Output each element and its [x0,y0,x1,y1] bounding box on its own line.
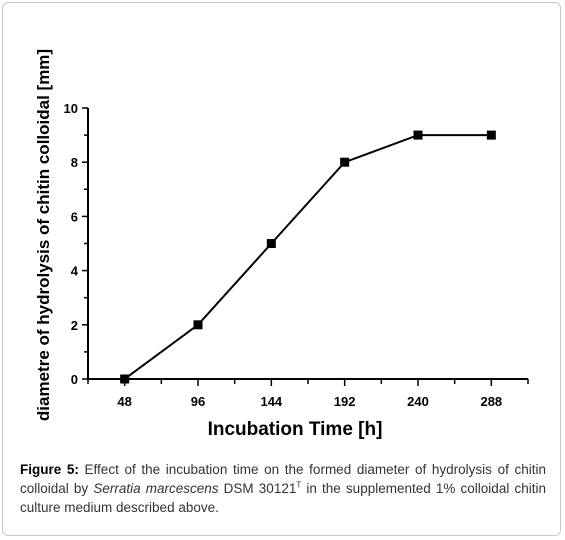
data-point [266,239,276,248]
y-tick-label: 2 [71,318,78,333]
caption-text-end: in the supplemented 1% colloidal chitin … [20,481,546,515]
x-axis-label: Incubation Time [h] [208,419,383,440]
y-tick-label: 0 [71,372,78,387]
caption-superscript: T [296,480,302,490]
x-tick-label: 96 [191,394,205,409]
chart-series [120,130,496,384]
x-tick-label: 192 [334,394,356,409]
y-tick-label: 6 [71,209,78,224]
figure-frame [2,2,561,536]
chart-axes [87,108,528,380]
y-tick-label: 4 [71,264,79,279]
figure-caption: Figure 5: Effect of the incubation time … [20,460,546,517]
data-point [120,374,130,384]
y-tick-label: 10 [64,101,78,116]
x-tick-label: 48 [117,394,131,409]
data-point [193,320,203,330]
caption-label: Figure 5: [20,462,79,477]
caption-strain: DSM 30121 [218,481,297,496]
y-tick-label: 8 [71,155,78,170]
chart-ticks: 0 2 4 6 8 10 48 96 144 192 240 288 [64,101,529,409]
x-tick-label: 240 [407,394,429,409]
data-point [413,130,423,140]
data-point [340,157,350,167]
x-tick-label: 144 [260,394,282,409]
caption-text: Effect of the incubation time on the for… [20,462,546,496]
caption-species: Serratia marcescens [93,481,219,496]
y-axis-label: diametre of hydrolysis of chitin colloid… [34,49,53,421]
series-line [124,134,492,380]
data-point [486,130,496,140]
line-chart: 0 2 4 6 8 10 48 96 144 192 240 288 Incubation Time … [34,49,529,440]
x-tick-label: 288 [480,394,502,409]
